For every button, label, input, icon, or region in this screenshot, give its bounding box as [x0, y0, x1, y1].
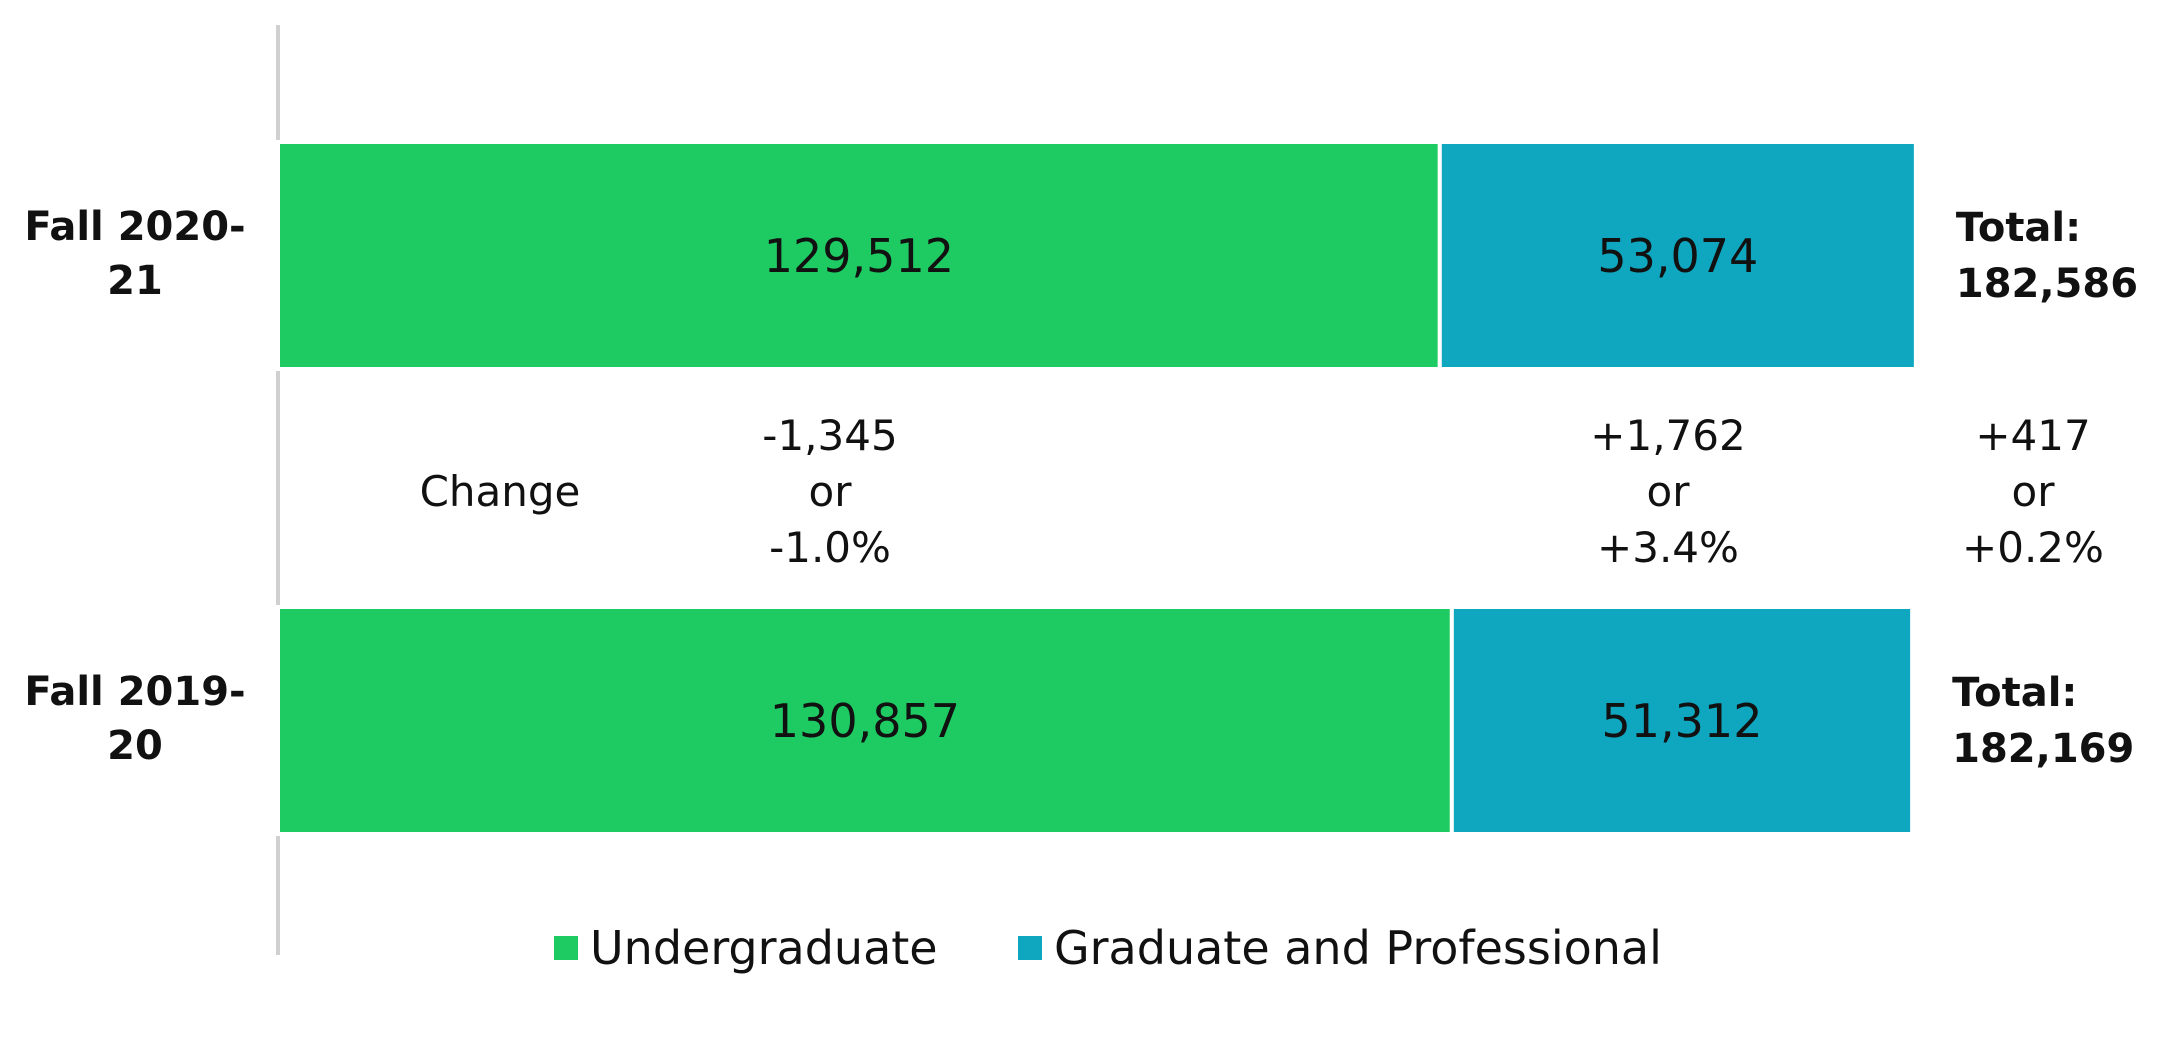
change-line: or: [808, 467, 852, 516]
change-annotation: +1,762 or +3.4%: [1590, 408, 1745, 576]
change-line: +1,762: [1590, 411, 1746, 460]
change-line: -1.0%: [769, 523, 891, 572]
change-label: Change: [419, 467, 581, 516]
total-line: Total:: [1952, 669, 2078, 716]
change-line: -1,345: [762, 411, 898, 460]
bar: [276, 605, 1454, 836]
change-annotation: +417 or +0.2%: [1962, 408, 2104, 576]
total-label: Total: 182,169: [1952, 665, 2134, 777]
legend-label: Undergraduate: [590, 921, 938, 975]
value-label: 53,074: [1597, 228, 1759, 283]
change-line: +0.2%: [1962, 523, 2104, 572]
category-label: Fall 2019-20: [24, 668, 246, 769]
bar: [1449, 605, 1915, 836]
value-label: 51,312: [1601, 693, 1763, 748]
total-line: 182,586: [1955, 260, 2139, 307]
change-annotation: -1,345 or -1.0%: [762, 408, 897, 576]
legend-swatch: [554, 936, 578, 960]
change-line: or: [2011, 467, 2055, 516]
change-line: or: [1646, 467, 1690, 516]
change-line: +3.4%: [1597, 523, 1739, 572]
total-line: 182,169: [1952, 725, 2135, 772]
legend-swatch: [1018, 936, 1042, 960]
value-label: 129,512: [763, 228, 954, 283]
total-line: Total:: [1955, 204, 2082, 251]
bar: [276, 140, 1442, 371]
bar: [1437, 140, 1918, 371]
value-label: 130,857: [769, 693, 961, 748]
legend-label: Graduate and Professional: [1054, 921, 1662, 975]
category-label: Fall 2020-21: [24, 203, 246, 304]
total-label: Total: 182,586: [1956, 200, 2138, 312]
change-line: +417: [1975, 411, 2091, 460]
